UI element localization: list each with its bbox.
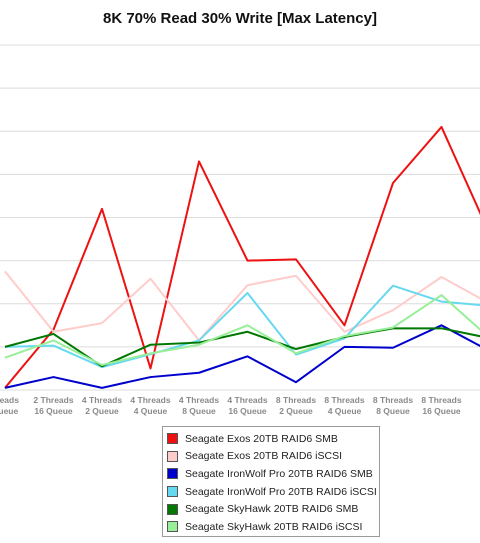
- x-tick-label: 16 Queue: [34, 406, 73, 416]
- x-tick-label: 8 Threads: [373, 395, 413, 405]
- legend-label: Seagate SkyHawk 20TB RAID6 SMB: [185, 503, 359, 516]
- x-tick-label: 16 Queue: [422, 406, 461, 416]
- legend-label: Seagate IronWolf Pro 20TB RAID6 iSCSI: [185, 485, 377, 498]
- legend-label: Seagate IronWolf Pro 20TB RAID6 SMB: [185, 467, 373, 480]
- x-tick-label: 8 Threads: [324, 395, 364, 405]
- series-line-1: [4, 125, 480, 389]
- legend-swatch: [167, 521, 178, 533]
- grid-lines: [0, 44, 480, 391]
- x-tick-label: 8 Queue: [182, 406, 216, 416]
- series-line-3: [4, 324, 480, 389]
- x-tick-label: 8 Threads: [276, 395, 316, 405]
- x-tick-label: 2 Queue: [85, 406, 119, 416]
- legend-item: Seagate Exos 20TB RAID6 iSCSI: [167, 448, 379, 466]
- legend-item: Seagate IronWolf Pro 20TB RAID6 iSCSI: [167, 483, 379, 501]
- x-tick-label: 2 Queue: [279, 406, 313, 416]
- series-line-2: [4, 270, 480, 342]
- series-line-6: [4, 294, 480, 366]
- legend-item: Seagate SkyHawk 20TB RAID6 iSCSI: [167, 518, 379, 536]
- x-tick-label: 4 Threads: [82, 395, 122, 405]
- legend-swatch: [167, 450, 178, 462]
- x-tick-label: 4 Threads: [227, 395, 267, 405]
- x-tick-label: 8 Queue: [376, 406, 410, 416]
- x-tick-label: hreads: [0, 395, 19, 405]
- x-tick-label: 4 Queue: [328, 406, 362, 416]
- series-line-5: [4, 327, 480, 368]
- x-tick-label: 16 Queue: [228, 406, 267, 416]
- legend-label: Seagate Exos 20TB RAID6 SMB: [185, 432, 338, 445]
- legend-swatch: [167, 468, 178, 480]
- legend-label: Seagate SkyHawk 20TB RAID6 iSCSI: [185, 520, 363, 533]
- legend-item: Seagate IronWolf Pro 20TB RAID6 SMB: [167, 465, 379, 483]
- legend-swatch: [167, 503, 178, 515]
- x-tick-label: 4 Threads: [130, 395, 170, 405]
- legend-label: Seagate Exos 20TB RAID6 iSCSI: [185, 450, 342, 463]
- x-tick-label: Queue: [0, 406, 18, 416]
- series-lines: [4, 125, 480, 389]
- legend-item: Seagate SkyHawk 20TB RAID6 SMB: [167, 500, 379, 518]
- chart-title: 8K 70% Read 30% Write [Max Latency]: [103, 10, 377, 27]
- x-tick-label: 4 Threads: [179, 395, 219, 405]
- x-tick-label: 4 Queue: [134, 406, 168, 416]
- x-tick-label: 2 Threads: [33, 395, 73, 405]
- legend-item: Seagate Exos 20TB RAID6 SMB: [167, 430, 379, 448]
- legend-swatch: [167, 486, 178, 498]
- legend-swatch: [167, 433, 178, 445]
- x-tick-label: 8 Threads: [421, 395, 461, 405]
- legend: Seagate Exos 20TB RAID6 SMB Seagate Exos …: [162, 426, 380, 537]
- series-line-4: [4, 284, 480, 369]
